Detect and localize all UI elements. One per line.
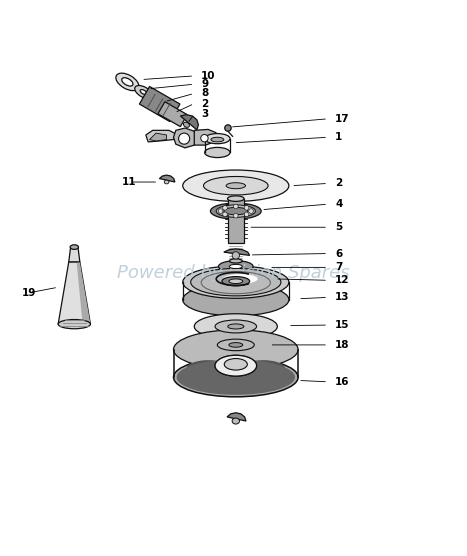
Ellipse shape: [224, 359, 248, 370]
Ellipse shape: [58, 320, 91, 329]
Text: 12: 12: [335, 275, 349, 285]
Ellipse shape: [217, 339, 254, 351]
Text: 16: 16: [335, 377, 349, 387]
Text: 7: 7: [335, 262, 342, 272]
Ellipse shape: [211, 203, 261, 219]
Ellipse shape: [183, 284, 289, 316]
Circle shape: [225, 125, 231, 131]
Text: 18: 18: [335, 340, 349, 350]
Circle shape: [232, 252, 240, 259]
Ellipse shape: [229, 342, 243, 347]
Ellipse shape: [70, 245, 78, 250]
Text: 15: 15: [335, 320, 349, 330]
Text: 10: 10: [201, 71, 216, 81]
Ellipse shape: [229, 279, 243, 284]
Ellipse shape: [204, 335, 268, 355]
Circle shape: [178, 133, 190, 144]
Polygon shape: [180, 115, 198, 130]
Circle shape: [223, 206, 227, 210]
Ellipse shape: [177, 360, 295, 395]
Ellipse shape: [205, 133, 230, 143]
Circle shape: [223, 212, 227, 217]
Ellipse shape: [232, 418, 240, 424]
Text: Powered by Vision Spares: Powered by Vision Spares: [117, 265, 350, 282]
Ellipse shape: [215, 355, 256, 376]
Ellipse shape: [222, 277, 250, 286]
Ellipse shape: [228, 324, 244, 329]
Ellipse shape: [216, 205, 255, 217]
Text: 9: 9: [201, 79, 208, 89]
Ellipse shape: [205, 147, 230, 157]
Ellipse shape: [116, 73, 139, 91]
Ellipse shape: [219, 261, 253, 272]
Polygon shape: [174, 128, 197, 148]
Text: 6: 6: [335, 249, 342, 259]
Ellipse shape: [174, 330, 298, 369]
Polygon shape: [194, 130, 216, 145]
Text: 2: 2: [201, 98, 208, 108]
Ellipse shape: [224, 207, 248, 215]
Text: 19: 19: [21, 288, 36, 298]
Ellipse shape: [174, 358, 298, 397]
Polygon shape: [227, 413, 246, 421]
Polygon shape: [159, 175, 175, 182]
Text: 4: 4: [335, 199, 342, 209]
Polygon shape: [149, 133, 167, 141]
Polygon shape: [227, 198, 244, 244]
Ellipse shape: [223, 274, 258, 284]
Polygon shape: [69, 247, 80, 262]
Circle shape: [218, 209, 223, 214]
Ellipse shape: [183, 266, 289, 299]
Text: 2: 2: [335, 178, 342, 188]
Polygon shape: [140, 87, 180, 122]
Polygon shape: [158, 102, 187, 127]
Ellipse shape: [227, 196, 244, 201]
Ellipse shape: [241, 360, 285, 378]
Ellipse shape: [184, 122, 190, 127]
Circle shape: [249, 209, 253, 214]
Ellipse shape: [122, 78, 133, 86]
Ellipse shape: [135, 86, 152, 98]
Ellipse shape: [194, 314, 277, 339]
Polygon shape: [58, 262, 91, 324]
Text: 1: 1: [335, 132, 342, 142]
Circle shape: [244, 212, 249, 217]
Ellipse shape: [224, 359, 248, 370]
Text: 3: 3: [201, 109, 208, 119]
Ellipse shape: [191, 269, 281, 296]
Text: 11: 11: [122, 177, 136, 187]
Ellipse shape: [211, 137, 224, 142]
Ellipse shape: [183, 170, 289, 201]
Circle shape: [244, 206, 249, 210]
Circle shape: [234, 214, 238, 218]
Ellipse shape: [229, 265, 242, 269]
Ellipse shape: [215, 320, 256, 333]
Text: 17: 17: [335, 114, 350, 124]
Ellipse shape: [204, 176, 268, 195]
Circle shape: [201, 135, 208, 142]
Polygon shape: [146, 130, 178, 142]
Ellipse shape: [164, 180, 169, 184]
Circle shape: [234, 204, 238, 209]
Ellipse shape: [229, 259, 242, 263]
Ellipse shape: [215, 355, 256, 376]
Ellipse shape: [186, 360, 230, 378]
Text: 13: 13: [335, 292, 349, 302]
Ellipse shape: [140, 90, 147, 95]
Ellipse shape: [216, 272, 255, 285]
Polygon shape: [77, 262, 91, 324]
Ellipse shape: [226, 183, 246, 188]
Text: 8: 8: [201, 88, 208, 98]
Text: 5: 5: [335, 222, 342, 232]
Polygon shape: [224, 249, 250, 255]
